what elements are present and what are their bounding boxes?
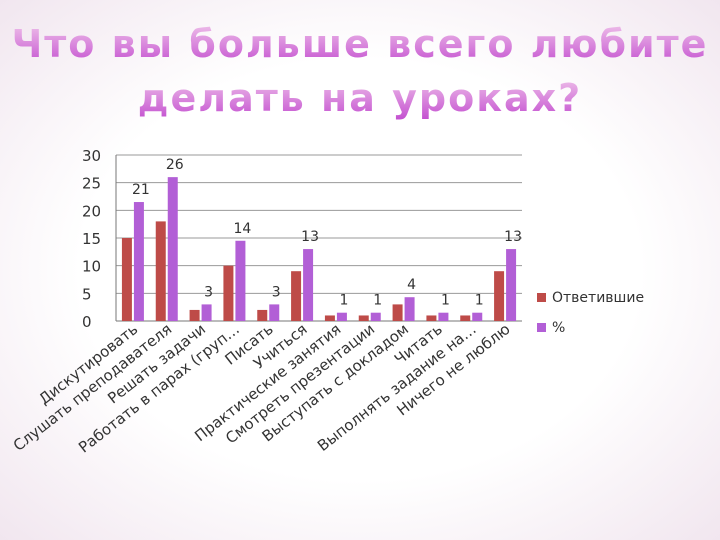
bar-percent — [506, 249, 517, 321]
chart-title-line-1: Что вы больше всего любите — [0, 22, 720, 66]
y-tick-label: 20 — [82, 202, 101, 220]
legend-swatch — [537, 323, 546, 332]
data-label: 13 — [301, 229, 319, 245]
chart-title-line-2: делать на уроках? — [0, 76, 720, 120]
data-label: 26 — [166, 157, 184, 173]
bar-percent — [336, 312, 347, 321]
data-label: 14 — [234, 221, 252, 237]
data-label: 21 — [132, 182, 150, 198]
bar-respondents — [392, 304, 403, 321]
data-label: 1 — [373, 293, 382, 309]
data-label: 1 — [475, 293, 484, 309]
data-label: 3 — [272, 284, 281, 300]
bar-respondents — [324, 315, 335, 321]
y-tick-label: 30 — [82, 147, 101, 165]
data-label: 3 — [204, 284, 213, 300]
bar-respondents — [426, 315, 437, 321]
bar-respondents — [460, 315, 471, 321]
data-label: 1 — [339, 293, 348, 309]
bar-respondents — [223, 265, 234, 321]
bar-respondents — [358, 315, 369, 321]
bar-percent — [370, 312, 381, 321]
bar-percent — [269, 304, 280, 321]
bar-respondents — [189, 309, 200, 321]
data-label: 13 — [504, 229, 522, 245]
bar-percent — [167, 177, 178, 321]
bar-percent — [133, 202, 144, 321]
bar-percent — [472, 312, 483, 321]
y-tick-label: 5 — [82, 285, 92, 303]
bar-percent — [201, 304, 212, 321]
y-tick-label: 15 — [82, 230, 101, 248]
bar-respondents — [257, 309, 268, 321]
data-label: 4 — [407, 277, 416, 293]
y-tick-label: 25 — [82, 175, 101, 193]
bar-respondents — [291, 271, 302, 321]
bar-percent — [303, 249, 314, 321]
bar-percent — [235, 240, 246, 321]
bar-percent — [404, 297, 415, 321]
legend-label: % — [552, 320, 565, 336]
bar-respondents — [155, 221, 166, 321]
legend-swatch — [537, 293, 546, 302]
bar-respondents — [121, 238, 132, 321]
bar-percent — [438, 312, 449, 321]
bar-respondents — [494, 271, 505, 321]
legend-label: Ответившие — [552, 290, 644, 306]
data-label: 1 — [441, 293, 450, 309]
y-tick-label: 10 — [82, 258, 101, 276]
y-tick-label: 0 — [82, 313, 92, 331]
